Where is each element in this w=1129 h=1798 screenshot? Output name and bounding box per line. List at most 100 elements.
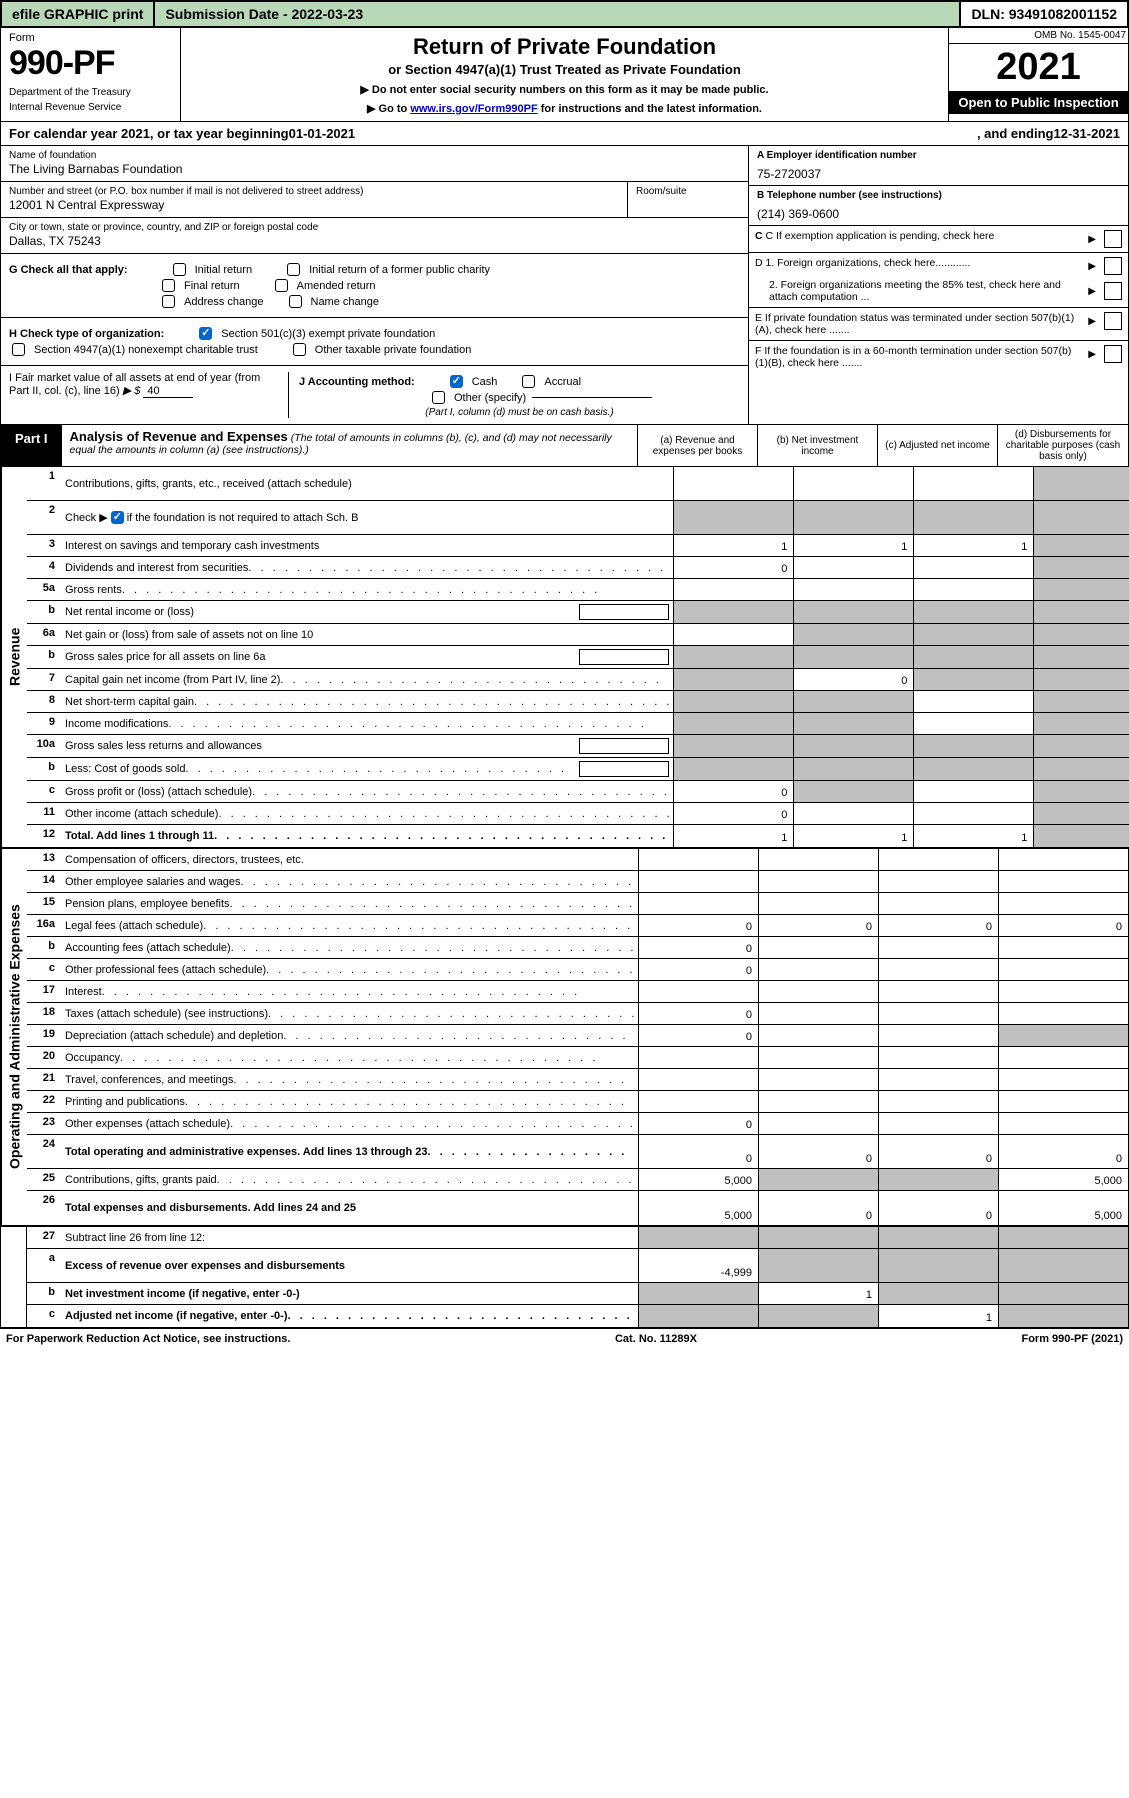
cell-a [673, 646, 793, 668]
row-number: b [27, 646, 61, 668]
f-checkbox[interactable] [1104, 345, 1122, 363]
d1-label: D 1. Foreign organizations, check here..… [755, 257, 1078, 275]
g-amended-checkbox[interactable] [275, 279, 288, 292]
cell-d: 5,000 [998, 1169, 1128, 1190]
cell-b [758, 1047, 878, 1068]
row-number: 11 [27, 803, 61, 824]
section-e: E If private foundation status was termi… [749, 308, 1128, 341]
cell-d [1033, 669, 1129, 690]
j-accrual-checkbox[interactable] [522, 375, 535, 388]
c-checkbox[interactable] [1104, 230, 1122, 248]
cell-a: 0 [638, 1025, 758, 1046]
cell-d [998, 981, 1128, 1002]
cell-a: 1 [673, 825, 793, 847]
row-number: 7 [27, 669, 61, 690]
row-label: Gross rents [61, 579, 673, 600]
row-number: 15 [27, 893, 61, 914]
ein-value: 75-2720037 [757, 167, 1120, 181]
efile-print-label[interactable]: efile GRAPHIC print [2, 2, 155, 26]
irs-link[interactable]: www.irs.gov/Form990PF [410, 103, 537, 115]
inline-amount-box[interactable] [579, 738, 669, 754]
row-label: Net short-term capital gain [61, 691, 673, 712]
sch-b-checkbox[interactable] [111, 511, 124, 524]
expenses-rows: 13Compensation of officers, directors, t… [27, 849, 1128, 1225]
cal-pre: For calendar year 2021, or tax year begi… [9, 126, 289, 141]
calendar-block: For calendar year 2021, or tax year begi… [0, 122, 1129, 425]
cell-a [673, 624, 793, 645]
cell-b [758, 893, 878, 914]
row-number: 27 [27, 1227, 61, 1248]
room-label: Room/suite [636, 186, 740, 197]
cell-a [638, 1091, 758, 1112]
col-c-header: (c) Adjusted net income [878, 425, 998, 466]
cell-c [878, 893, 998, 914]
cell-d [1033, 758, 1129, 780]
g-name-checkbox[interactable] [289, 295, 302, 308]
cell-d [998, 1283, 1128, 1304]
footer-mid: Cat. No. 11289X [290, 1333, 1021, 1345]
h-4947-checkbox[interactable] [12, 343, 25, 356]
d1-checkbox[interactable] [1104, 257, 1122, 275]
cell-a [638, 893, 758, 914]
part1-title-block: Analysis of Revenue and Expenses (The to… [62, 425, 637, 466]
address-value: 12001 N Central Expressway [9, 198, 619, 212]
cell-b [758, 937, 878, 958]
room-cell: Room/suite [628, 182, 748, 218]
cell-c [878, 1227, 998, 1248]
cell-b [758, 1025, 878, 1046]
j-cash-label: Cash [472, 376, 498, 388]
j-cash-checkbox[interactable] [450, 375, 463, 388]
row-label: Legal fees (attach schedule) [61, 915, 638, 936]
form-word: Form [9, 32, 172, 44]
part1-block: Part I Analysis of Revenue and Expenses … [0, 425, 1129, 1328]
table-row: 7Capital gain net income (from Part IV, … [27, 669, 1129, 691]
g-initial-checkbox[interactable] [173, 263, 186, 276]
g-address-checkbox[interactable] [162, 295, 175, 308]
cell-c [878, 1069, 998, 1090]
cell-b [758, 1113, 878, 1134]
c-label: C If exemption application is pending, c… [766, 230, 995, 242]
g-initial-former-checkbox[interactable] [287, 263, 300, 276]
h-other-checkbox[interactable] [293, 343, 306, 356]
j-other-checkbox[interactable] [432, 391, 445, 404]
dln-label: DLN: 93491082001152 [961, 2, 1127, 26]
table-row: 16aLegal fees (attach schedule)0000 [27, 915, 1128, 937]
cell-b [758, 1169, 878, 1190]
cell-d [998, 1047, 1128, 1068]
cell-b [793, 758, 913, 780]
cell-d [1033, 646, 1129, 668]
cell-a [638, 1047, 758, 1068]
cell-a: 0 [638, 1135, 758, 1168]
cell-a [673, 735, 793, 757]
cell-c [878, 1047, 998, 1068]
inline-amount-box[interactable] [579, 761, 669, 777]
table-row: cGross profit or (loss) (attach schedule… [27, 781, 1129, 803]
cell-b: 1 [758, 1283, 878, 1304]
h-501c3-checkbox[interactable] [199, 327, 212, 340]
cell-b [758, 1305, 878, 1327]
j-other-input[interactable] [532, 397, 652, 398]
cell-a: 0 [638, 1003, 758, 1024]
cell-a [638, 1283, 758, 1304]
inline-amount-box[interactable] [579, 604, 669, 620]
cell-a [673, 579, 793, 600]
summary-section: 27Subtract line 26 from line 12:aExcess … [1, 1227, 1128, 1327]
cell-d [1033, 501, 1129, 534]
form-year-block: OMB No. 1545-0047 2021 Open to Public In… [948, 28, 1128, 121]
e-checkbox[interactable] [1104, 312, 1122, 330]
cell-d [998, 1227, 1128, 1248]
cell-c: 0 [878, 1135, 998, 1168]
row-number: 25 [27, 1169, 61, 1190]
cell-c [913, 803, 1033, 824]
row-number: 17 [27, 981, 61, 1002]
g-final-checkbox[interactable] [162, 279, 175, 292]
cell-c [878, 981, 998, 1002]
cell-a [673, 467, 793, 500]
top-bar: efile GRAPHIC print Submission Date - 20… [0, 0, 1129, 28]
table-row: aExcess of revenue over expenses and dis… [27, 1249, 1128, 1283]
row-number: 12 [27, 825, 61, 847]
cell-a: 0 [673, 803, 793, 824]
table-row: bLess: Cost of goods sold [27, 758, 1129, 781]
inline-amount-box[interactable] [579, 649, 669, 665]
d2-checkbox[interactable] [1104, 282, 1122, 300]
